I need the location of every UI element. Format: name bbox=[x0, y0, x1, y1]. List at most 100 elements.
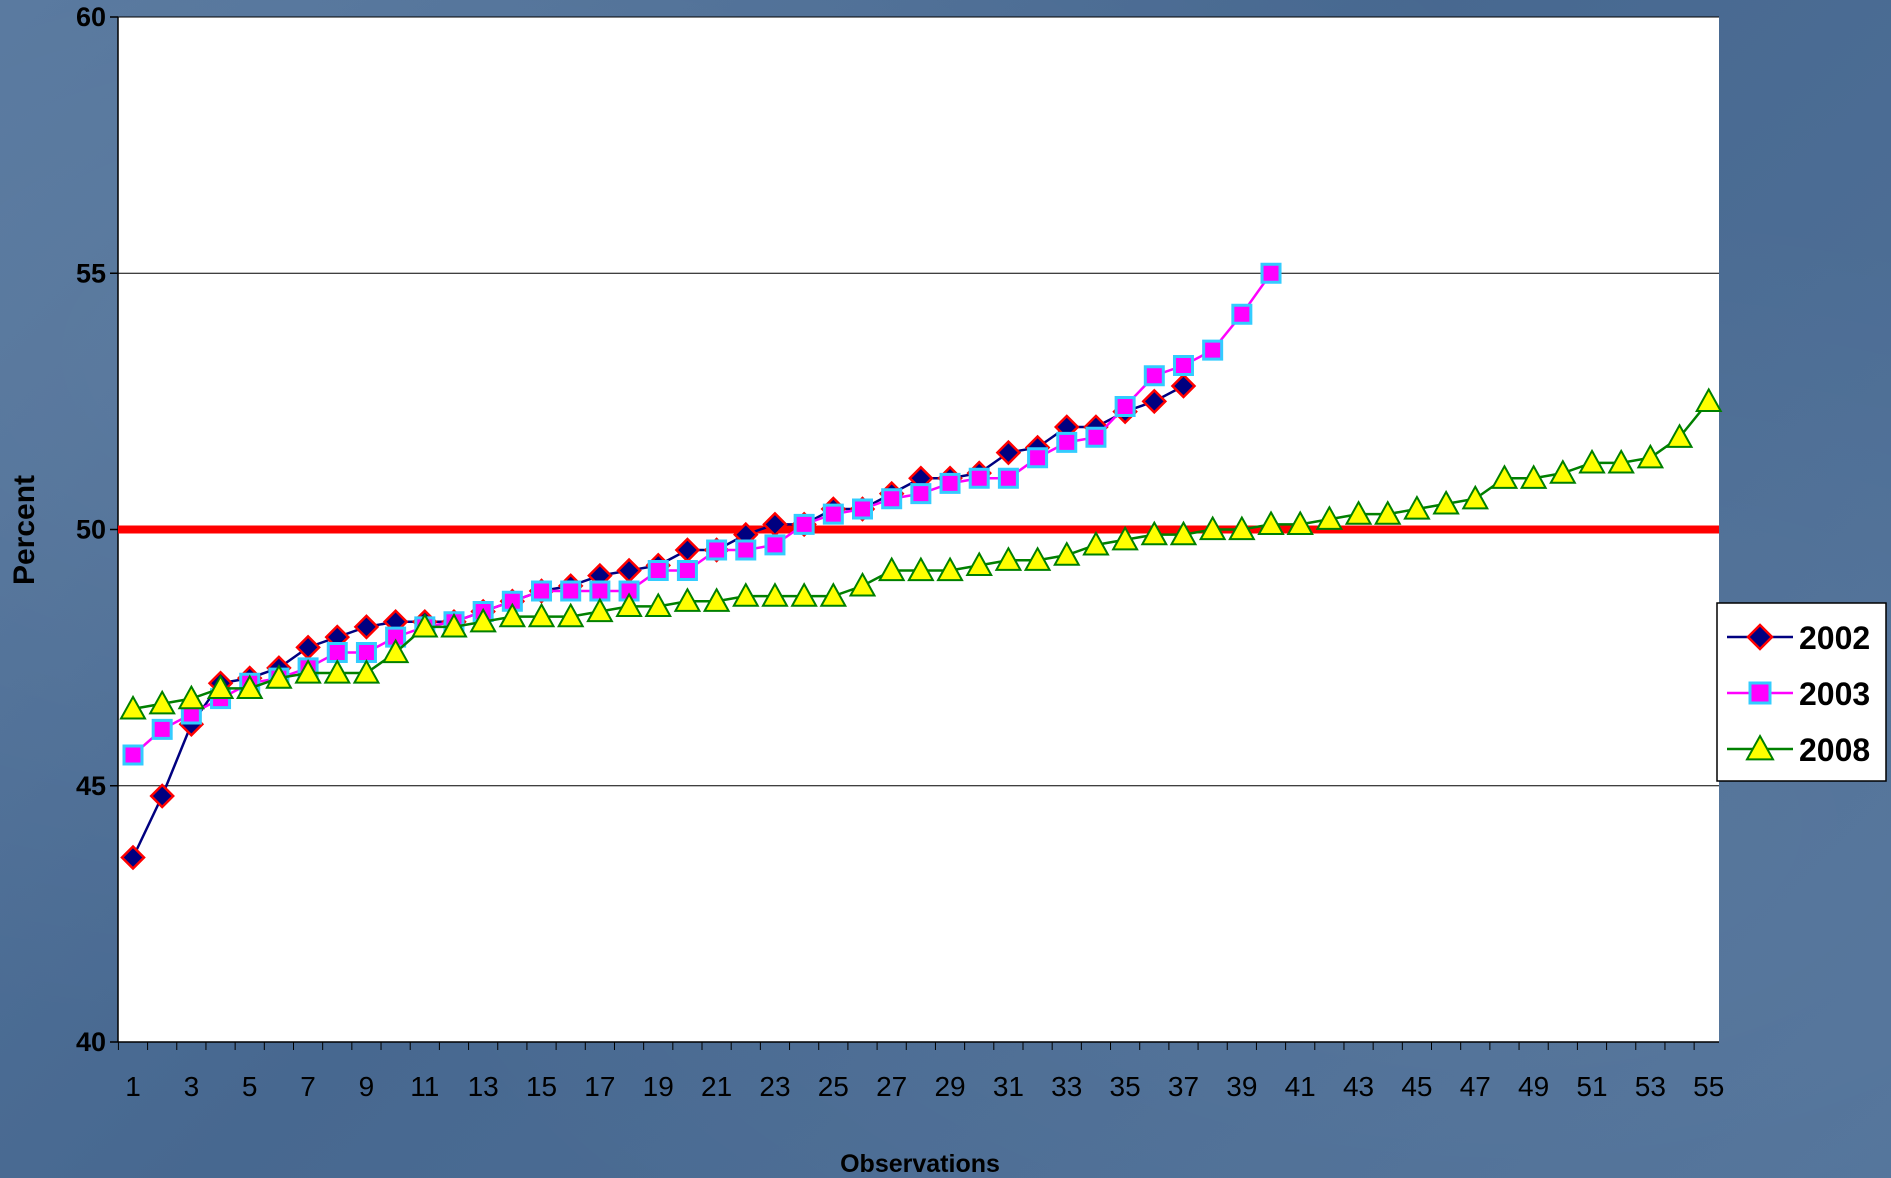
data-point bbox=[673, 587, 702, 612]
x-tick-label: 49 bbox=[1518, 1071, 1549, 1102]
data-point bbox=[149, 783, 175, 809]
x-tick-label: 13 bbox=[468, 1071, 499, 1102]
data-point bbox=[527, 602, 556, 628]
x-tick-label: 19 bbox=[643, 1071, 674, 1102]
data-point bbox=[120, 844, 146, 871]
data-point bbox=[790, 582, 818, 607]
x-tick-label: 5 bbox=[242, 1071, 258, 1102]
data-point bbox=[907, 556, 935, 582]
x-tick-label: 31 bbox=[993, 1071, 1024, 1102]
data-point bbox=[177, 684, 206, 710]
x-tick-label: 1 bbox=[125, 1071, 141, 1102]
series-layer bbox=[119, 262, 1723, 871]
data-point bbox=[1636, 443, 1665, 469]
y-tick-label: 40 bbox=[76, 1027, 106, 1057]
data-point bbox=[1169, 520, 1198, 546]
data-point bbox=[1202, 339, 1224, 361]
data-point bbox=[355, 642, 377, 663]
data-point bbox=[148, 689, 176, 715]
y-tick-label: 60 bbox=[76, 2, 106, 32]
data-point bbox=[119, 694, 147, 720]
data-point bbox=[994, 546, 1023, 571]
data-point bbox=[965, 551, 993, 576]
data-point bbox=[1140, 520, 1168, 546]
data-point bbox=[1027, 447, 1049, 469]
data-point bbox=[793, 513, 815, 535]
data-point bbox=[1111, 525, 1139, 551]
x-tick-label: 33 bbox=[1051, 1071, 1082, 1102]
data-point bbox=[881, 488, 903, 510]
y-tick-label: 45 bbox=[76, 771, 106, 801]
series-2003 bbox=[122, 262, 1282, 766]
y-tick-label: 55 bbox=[76, 258, 106, 288]
x-tick-label: 15 bbox=[526, 1071, 557, 1102]
y-tick-label: 50 bbox=[76, 515, 106, 545]
data-point bbox=[236, 674, 264, 699]
x-tick-label: 9 bbox=[359, 1071, 375, 1102]
data-point bbox=[1053, 541, 1081, 566]
y-axis: 40 45 50 55 60 bbox=[76, 2, 119, 1057]
x-tick-label: 43 bbox=[1343, 1071, 1374, 1102]
data-point bbox=[732, 582, 760, 607]
data-point bbox=[294, 658, 322, 684]
x-tick-label: 21 bbox=[701, 1071, 732, 1102]
data-point bbox=[735, 539, 757, 561]
data-point bbox=[589, 580, 611, 602]
x-tick-label: 11 bbox=[410, 1071, 439, 1102]
legend-marker bbox=[1748, 681, 1772, 705]
data-point bbox=[1143, 365, 1165, 387]
data-point bbox=[1315, 505, 1344, 530]
data-point bbox=[1141, 388, 1168, 415]
data-point bbox=[822, 503, 844, 525]
data-point bbox=[819, 582, 848, 607]
data-point bbox=[1257, 510, 1285, 535]
data-point bbox=[939, 472, 961, 494]
data-point bbox=[531, 580, 553, 602]
data-point bbox=[1023, 546, 1052, 571]
x-tick-label: 39 bbox=[1226, 1071, 1257, 1102]
data-point bbox=[122, 744, 144, 766]
x-tick-label: 7 bbox=[300, 1071, 316, 1102]
data-point bbox=[1172, 355, 1194, 376]
data-point bbox=[702, 587, 731, 612]
data-point bbox=[586, 597, 614, 623]
legend-label: 2008 bbox=[1799, 732, 1870, 768]
x-tick-label: 35 bbox=[1110, 1071, 1141, 1102]
legend: 2002 2003 2008 bbox=[1716, 602, 1887, 782]
data-point bbox=[764, 534, 786, 556]
data-point bbox=[1403, 494, 1431, 520]
x-tick-label: 47 bbox=[1460, 1071, 1491, 1102]
data-point bbox=[1695, 387, 1723, 412]
data-point bbox=[1170, 373, 1197, 399]
data-point bbox=[910, 483, 932, 505]
x-axis-title: Observations bbox=[840, 1150, 1000, 1178]
data-point bbox=[615, 592, 643, 617]
data-point bbox=[1260, 262, 1282, 284]
x-tick-label: 25 bbox=[818, 1071, 849, 1102]
data-point bbox=[936, 556, 964, 582]
data-point bbox=[1082, 530, 1110, 556]
x-tick-label: 45 bbox=[1401, 1071, 1432, 1102]
data-point bbox=[381, 638, 410, 664]
y-axis-title: Percent bbox=[8, 475, 41, 585]
data-point bbox=[1228, 515, 1256, 541]
data-point bbox=[265, 664, 293, 689]
x-tick-label: 51 bbox=[1576, 1071, 1607, 1102]
data-point bbox=[1665, 423, 1694, 448]
data-point bbox=[1549, 459, 1577, 484]
data-point bbox=[326, 642, 348, 663]
data-point bbox=[206, 674, 235, 699]
data-point bbox=[1461, 484, 1489, 510]
series-2008 bbox=[119, 387, 1723, 720]
data-point bbox=[706, 539, 728, 561]
legend-marker bbox=[1745, 733, 1775, 761]
legend-label: 2002 bbox=[1799, 620, 1870, 656]
x-tick-label: 29 bbox=[934, 1071, 965, 1102]
x-axis: 1 3 5 7 9 11 13 15 17 19 21 23 25 27 29 31 33 35 37 39 41 43 4… bbox=[117, 1041, 1724, 1102]
data-point bbox=[1231, 303, 1253, 325]
x-tick-label: 55 bbox=[1693, 1071, 1724, 1102]
data-point bbox=[1198, 515, 1227, 541]
data-point bbox=[498, 602, 527, 628]
data-point bbox=[1607, 448, 1635, 474]
data-point bbox=[968, 467, 990, 489]
